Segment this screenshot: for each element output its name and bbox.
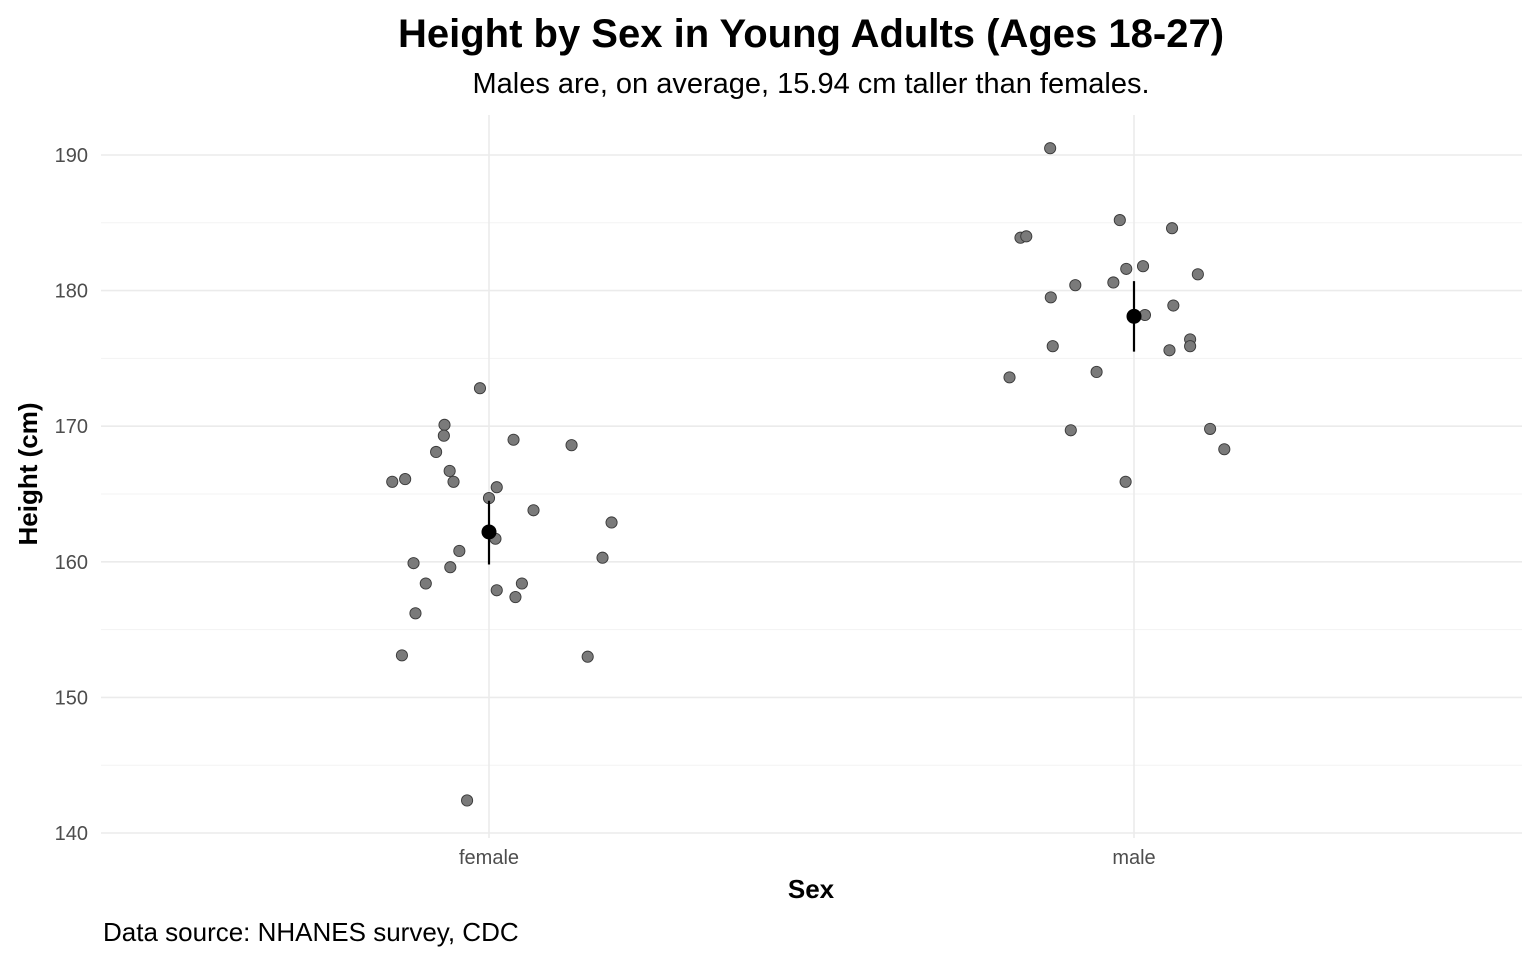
data-point-male [1044, 142, 1057, 155]
data-point-male [1167, 299, 1180, 312]
data-point-male [1218, 443, 1231, 456]
data-point-male [1163, 344, 1176, 357]
data-point-female [409, 607, 422, 620]
data-point-male [1166, 222, 1179, 235]
data-point-female [596, 551, 609, 564]
data-point-male [1204, 422, 1217, 435]
chart-caption: Data source: NHANES survey, CDC [103, 917, 519, 947]
data-point-male [1046, 340, 1059, 353]
x-tick-label: male [1112, 847, 1155, 869]
data-point-female [438, 418, 451, 431]
y-tick-label: 150 [55, 687, 88, 709]
y-tick-label: 140 [55, 823, 88, 845]
x-axis-title: Sex [788, 874, 835, 904]
y-tick-label: 170 [55, 416, 88, 438]
data-point-male [1136, 260, 1150, 273]
y-tick-label: 180 [55, 281, 88, 303]
data-point-male [1069, 279, 1082, 292]
data-point-female [565, 439, 578, 452]
data-point-male [1044, 291, 1057, 304]
data-point-male [1020, 230, 1033, 243]
data-point-male [1120, 262, 1133, 275]
data-point-female [444, 561, 457, 574]
data-point-female [507, 433, 520, 446]
data-point-female [490, 481, 503, 494]
chart-title: Height by Sex in Young Adults (Ages 18-2… [398, 12, 1224, 56]
data-point-male [1090, 365, 1103, 379]
y-axis-ticks: 140 150 160 170 180 190 [55, 145, 88, 845]
data-point-female [447, 475, 460, 488]
mean-point-female [481, 524, 497, 540]
data-point-female [419, 577, 432, 590]
y-tick-label: 190 [55, 145, 88, 167]
y-axis-title: Height (cm) [13, 403, 43, 546]
data-point-male [1003, 371, 1016, 384]
grid [101, 115, 1522, 838]
y-tick-label: 160 [55, 552, 88, 574]
data-point-male [1107, 276, 1120, 289]
data-point-male [1113, 214, 1126, 227]
data-point-male [1184, 340, 1197, 353]
chart-subtitle: Males are, on average, 15.94 cm taller t… [472, 68, 1149, 100]
data-point-female [515, 577, 528, 590]
x-tick-label: female [459, 847, 519, 869]
data-point-female [605, 516, 618, 529]
data-point-male [1119, 475, 1132, 488]
data-point-female [527, 504, 540, 517]
data-point-male [1191, 268, 1204, 281]
data-point-female [430, 445, 443, 459]
mean-point-male [1126, 308, 1142, 324]
data-point-female [437, 429, 450, 442]
data-point-female [399, 473, 412, 486]
data-point-female [509, 591, 522, 604]
data-point-female [581, 650, 594, 663]
data-point-female [386, 475, 399, 488]
data-point-female [395, 649, 408, 662]
data-point-female [473, 382, 487, 395]
data-point-female [453, 544, 466, 558]
plot-panel [386, 142, 1231, 807]
x-axis-ticks: female male [459, 847, 1156, 869]
data-point-female [461, 794, 474, 807]
data-point-female [407, 557, 420, 570]
data-point-male [1064, 424, 1077, 437]
data-point-female [443, 464, 456, 477]
data-point-female [490, 584, 503, 597]
